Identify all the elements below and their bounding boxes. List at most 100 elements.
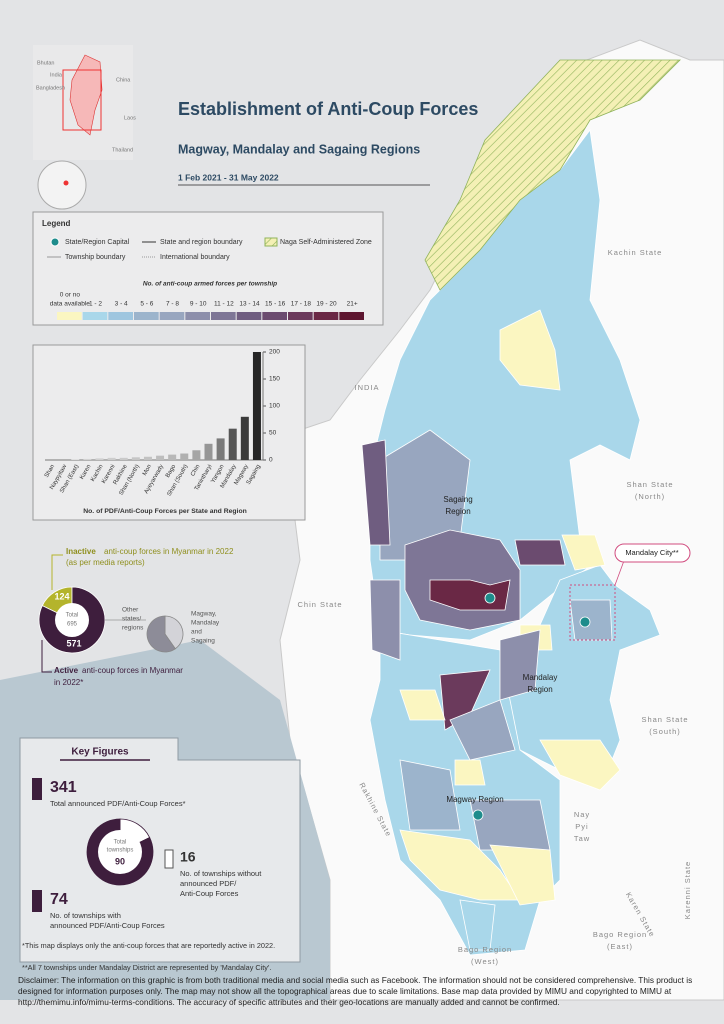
- bar: [119, 457, 128, 460]
- disclaimer: Disclaimer: The information on this grap…: [18, 975, 693, 1007]
- naga-symbol: [264, 237, 278, 247]
- pie-slice: [164, 615, 184, 650]
- pie-category: Other: [122, 607, 139, 614]
- inset-label: Thailand: [112, 147, 133, 153]
- fighter-icon: [164, 849, 174, 869]
- key-label: Total announced PDF/Anti-Coup Forces*: [50, 799, 186, 808]
- legend-item: State/Region Capital: [65, 239, 130, 246]
- scale-swatch: [159, 312, 185, 320]
- legend-item: State and region boundary: [160, 239, 243, 246]
- key-label: announced PDF/: [180, 879, 237, 888]
- inset-label: Bhutan: [37, 60, 54, 66]
- map-label: Shan State: [626, 480, 673, 489]
- scale-label: 21+: [347, 301, 358, 308]
- map-label: Magway Region: [446, 795, 503, 804]
- map-label: Sagaing: [443, 495, 472, 504]
- bar: [180, 453, 189, 460]
- scale-title: No. of anti-coup armed forces per townsh…: [143, 281, 277, 288]
- donut-total: 90: [115, 856, 125, 866]
- map-label: (North): [635, 492, 665, 501]
- legend-item: Township boundary: [65, 254, 126, 261]
- scale-label: 0 or no: [60, 292, 81, 299]
- map-label: INDIA: [354, 383, 379, 392]
- bar: [143, 456, 152, 460]
- bar: [107, 457, 116, 460]
- map-label: Chin State: [297, 600, 342, 609]
- donut-hole: [55, 603, 89, 637]
- active-keyword: Active: [54, 666, 79, 675]
- bar: [168, 454, 177, 460]
- scale-swatch: [262, 312, 287, 320]
- map-label: Mandalay: [523, 673, 558, 682]
- map-label: Kachin State: [608, 248, 663, 257]
- scale-label: 1 - 2: [89, 301, 102, 308]
- bar: [95, 458, 104, 460]
- key-label: Anti-Coup Forces: [180, 889, 239, 898]
- pie-category: regions: [122, 625, 144, 632]
- legend-title: Legend: [42, 219, 71, 228]
- legend-item: International boundary: [160, 254, 230, 261]
- bar: [204, 443, 213, 460]
- map-label: (East): [607, 942, 633, 951]
- map-label: Bago Region: [458, 945, 512, 954]
- pie-category: Magway,: [191, 611, 217, 618]
- key-label: No. of townships with: [50, 911, 121, 920]
- bar: [216, 438, 225, 460]
- active-text: in 2022*: [54, 678, 83, 687]
- donut-total: 695: [67, 622, 78, 628]
- scale-label: 9 - 10: [190, 301, 207, 308]
- map-label: Karenni State: [683, 861, 692, 919]
- scale-label: data available: [50, 301, 90, 308]
- active-text: anti-coup forces in Myanmar: [82, 666, 183, 675]
- subtitle: Magway, Mandalay and Sagaing Regions: [178, 142, 420, 156]
- y-tick-label: 50: [269, 430, 277, 437]
- inactive-text: anti-coup forces in Myanmar in 2022: [104, 547, 234, 556]
- key-label: announced PDF/Anti-Coup Forces: [50, 921, 165, 930]
- scale-swatch: [211, 312, 236, 320]
- key-value: 341: [50, 779, 77, 796]
- bar: [240, 416, 249, 460]
- callout-label: Mandalay City**: [625, 548, 678, 557]
- scale-label: 15 - 16: [265, 301, 286, 308]
- fighter-icon: [32, 778, 42, 800]
- key-label: No. of townships without: [180, 869, 262, 878]
- donut-center: Total: [114, 840, 127, 846]
- map-label: Region: [527, 685, 552, 694]
- pie-slice: [146, 615, 176, 653]
- inset-map: [33, 45, 133, 210]
- bar: [131, 457, 140, 460]
- pie-value: 571: [66, 638, 81, 648]
- legend-item: Naga Self-Administered Zone: [280, 239, 372, 246]
- bar: [156, 455, 165, 460]
- bar: [71, 459, 80, 460]
- connector: [51, 554, 63, 590]
- scale-swatch: [108, 312, 133, 320]
- bar: [83, 458, 92, 460]
- scale-swatch: [313, 312, 339, 320]
- y-tick-label: 200: [269, 349, 280, 356]
- scale-label: 11 - 12: [214, 301, 234, 308]
- footnote: *This map displays only the anti-coup fo…: [22, 941, 275, 950]
- title: Establishment of Anti-Coup Forces: [178, 99, 478, 119]
- map-label: Region: [445, 507, 470, 516]
- scale-label: 13 - 14: [239, 301, 260, 308]
- map-label: Bago Region: [593, 930, 647, 939]
- scale-swatch: [236, 312, 262, 320]
- pie-category: Sagaing: [191, 638, 215, 645]
- map-label: Nay: [574, 810, 590, 819]
- pie-category: Mandalay: [191, 620, 220, 627]
- scale-label: 17 - 18: [291, 301, 312, 308]
- y-tick-label: 100: [269, 403, 280, 410]
- pie-value: 124: [54, 591, 69, 601]
- map-label: (South): [649, 727, 681, 736]
- x-tick-label: Chin: [190, 464, 201, 478]
- mandalay-city-callout: [614, 543, 691, 563]
- bar: [192, 450, 201, 460]
- scale-label: 7 - 8: [166, 301, 179, 308]
- inset-label: Bangladesh: [36, 85, 65, 91]
- scale-label: 5 - 6: [140, 301, 153, 308]
- scale-label: 19 - 20: [316, 301, 337, 308]
- map-label: Pyi: [575, 822, 588, 831]
- bar-chart-title: No. of PDF/Anti-Coup Forces per State an…: [83, 508, 247, 515]
